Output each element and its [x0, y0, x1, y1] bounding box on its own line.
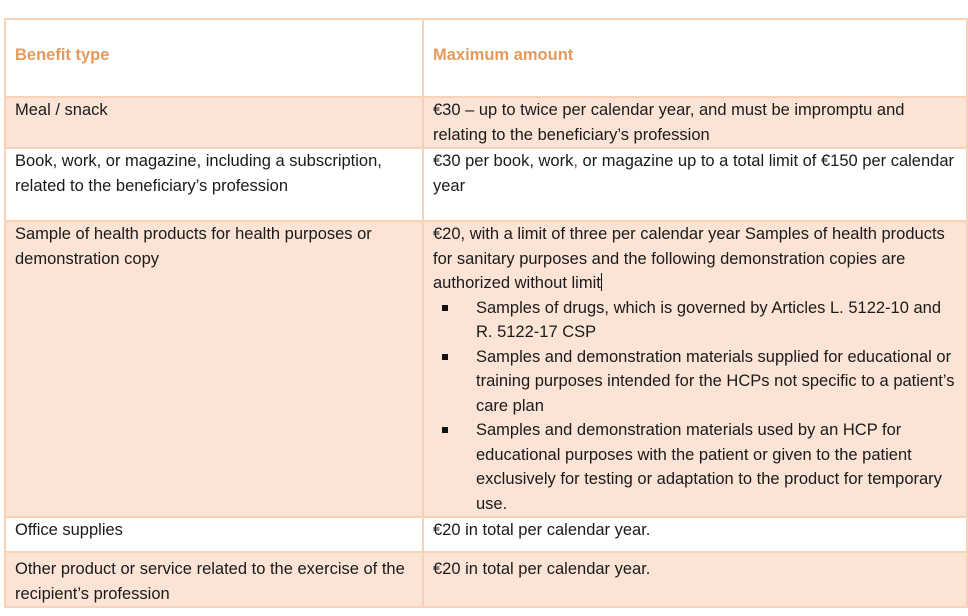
list-item: Samples and demonstration materials used…	[442, 418, 958, 516]
table-row: Other product or service related to the …	[4, 551, 968, 608]
table-row: Office supplies €20 in total per calenda…	[4, 516, 968, 553]
amount-text: or magazine up to a total limit of €150 …	[433, 152, 954, 195]
table-row: Meal / snack €30 – up to twice per calen…	[4, 96, 968, 149]
benefit-type-cell: Book, work, or magazine, including a sub…	[4, 147, 424, 222]
benefit-type-cell: Sample of health products for health pur…	[4, 220, 424, 518]
amount-intro: €20, with a limit of three per calendar …	[433, 225, 945, 292]
benefit-type-cell: Office supplies	[4, 516, 424, 553]
highlighted-comma: ,	[573, 152, 578, 170]
maximum-amount-cell: €30 per book, work, or magazine up to a …	[422, 147, 968, 222]
amount-text: €30 per book, work	[433, 152, 574, 170]
header-benefit-type: Benefit type	[4, 18, 424, 98]
list-item: Samples of drugs, which is governed by A…	[442, 296, 958, 345]
table-header-row: Benefit type Maximum amount	[4, 18, 968, 98]
table-row: Book, work, or magazine, including a sub…	[4, 147, 968, 222]
benefits-table: Benefit type Maximum amount Meal / snack…	[4, 18, 968, 608]
maximum-amount-cell: €20 in total per calendar year.	[422, 551, 968, 608]
sample-exceptions-list: Samples of drugs, which is governed by A…	[433, 296, 958, 517]
benefit-type-cell: Other product or service related to the …	[4, 551, 424, 608]
table-row: Sample of health products for health pur…	[4, 220, 968, 518]
benefit-type-cell: Meal / snack	[4, 96, 424, 149]
maximum-amount-cell: €20 in total per calendar year.	[422, 516, 968, 553]
maximum-amount-cell: €20, with a limit of three per calendar …	[422, 220, 968, 518]
maximum-amount-cell: €30 – up to twice per calendar year, and…	[422, 96, 968, 149]
header-maximum-amount: Maximum amount	[422, 18, 968, 98]
text-cursor	[600, 273, 602, 291]
list-item: Samples and demonstration materials supp…	[442, 345, 958, 419]
